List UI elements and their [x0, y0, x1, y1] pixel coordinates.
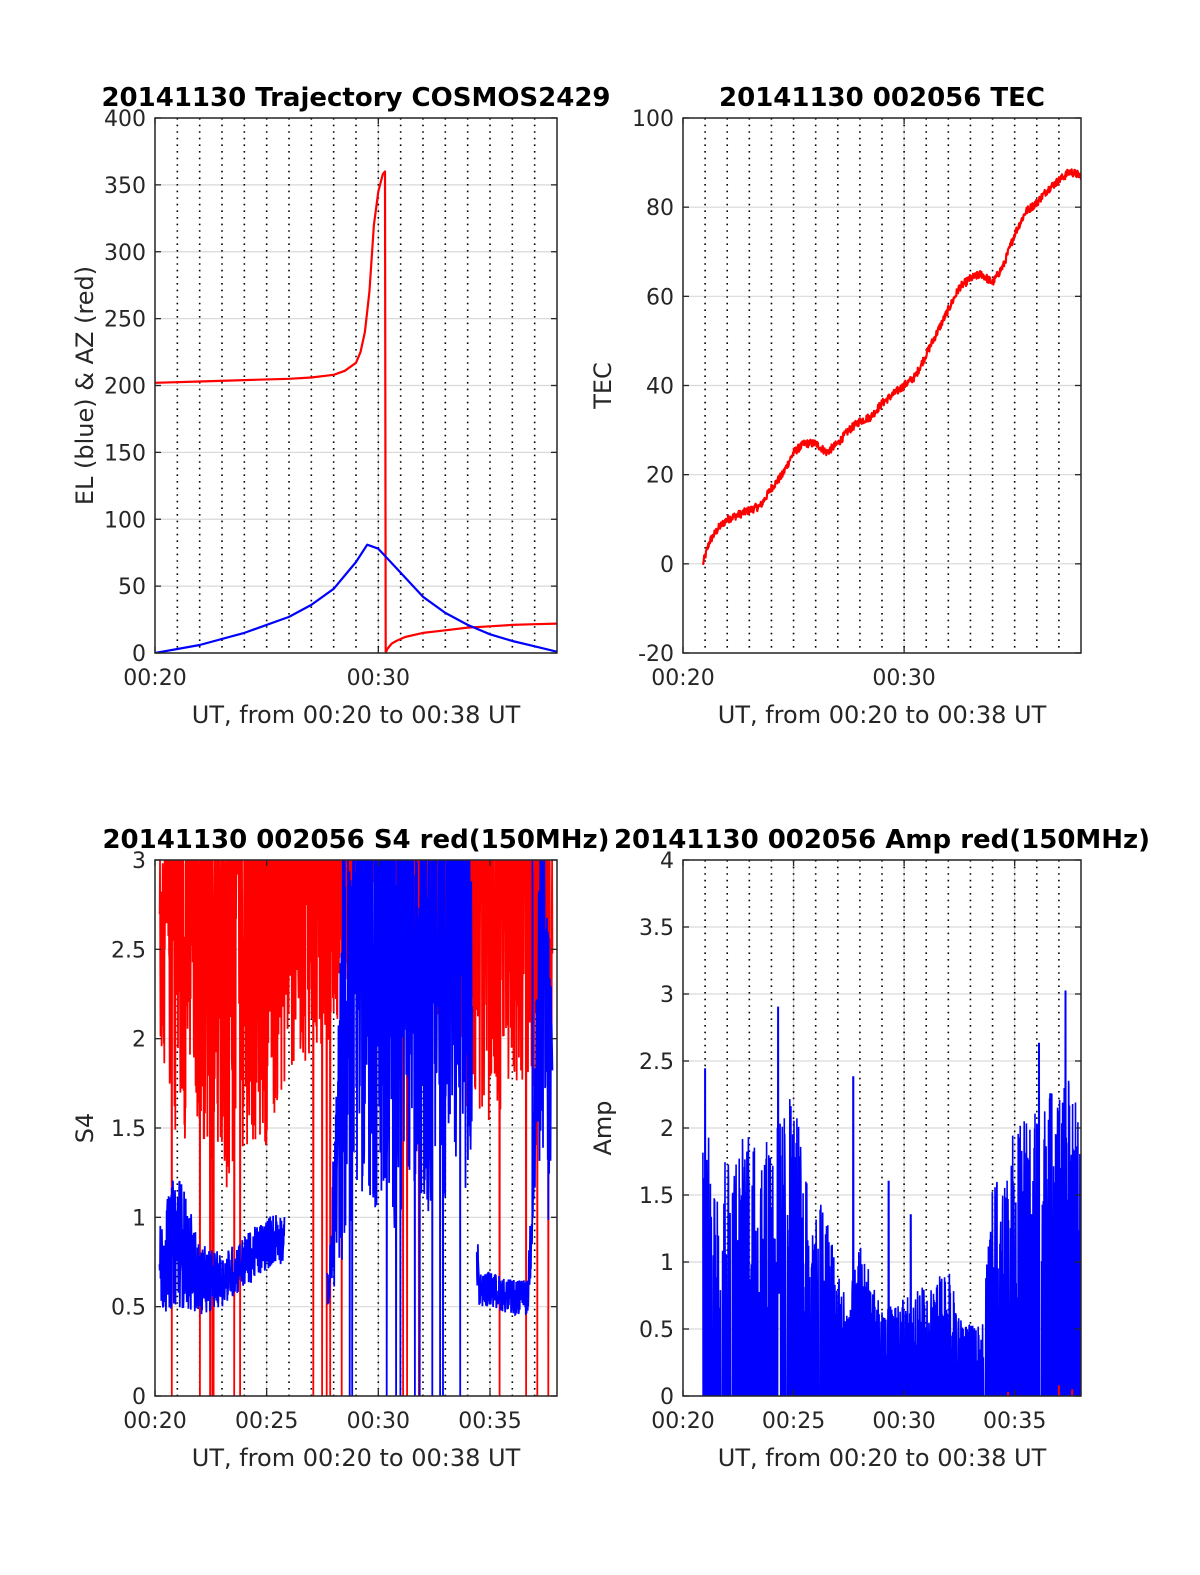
- x-tick-label: 00:35: [983, 1409, 1046, 1434]
- y-tick-label: 300: [104, 241, 146, 266]
- x-tick-label: 00:20: [123, 1409, 186, 1434]
- panel-2: -20 0 20 40 60 80 100 00:20 00:30 UT, from 00:20 …: [589, 83, 1082, 729]
- y-axis-label: Amp: [589, 1100, 617, 1155]
- y-tick-label: 400: [104, 107, 146, 132]
- x-axis-label: UT, from 00:20 to 00:38 UT: [718, 1444, 1047, 1472]
- y-tick-label: 1: [660, 1251, 674, 1276]
- y-tick-label: 250: [104, 308, 146, 333]
- y-tick-label: 0: [132, 642, 146, 667]
- x-tick-label: 00:25: [235, 1409, 298, 1434]
- y-tick-label: 1.5: [639, 1184, 674, 1209]
- y-tick-label: 3: [132, 849, 146, 874]
- x-tick-label: 00:30: [347, 1409, 410, 1434]
- chart-title: 20141130 Trajectory COSMOS2429: [101, 83, 610, 113]
- x-tick-label: 00:35: [458, 1409, 521, 1434]
- y-tick-label: 3.5: [639, 916, 674, 941]
- y-tick-label: 200: [104, 375, 146, 400]
- series-layer: [155, 170, 557, 653]
- y-tick-label: 40: [646, 375, 674, 400]
- y-tick-label: 350: [104, 174, 146, 199]
- x-tick-label: 00:30: [347, 666, 410, 691]
- panel-4: 0 0.5 1 1.5 2 2.5 3 3.5 4 00:20 00:25 00:30 00:35 UT,…: [589, 825, 1150, 1472]
- y-tick-label: 2.5: [639, 1050, 674, 1075]
- chart-title: 20141130 002056 S4 red(150MHz): [102, 825, 609, 855]
- y-tick-label: 80: [646, 196, 674, 221]
- y-tick-label: 2.5: [111, 938, 146, 963]
- series-amp-blue: [702, 990, 1081, 1396]
- y-tick-label: 100: [632, 107, 674, 132]
- x-axis-label: UT, from 00:20 to 00:38 UT: [192, 701, 521, 729]
- y-tick-label: 4: [660, 849, 674, 874]
- y-tick-label: 0: [132, 1385, 146, 1410]
- chart-title: 20141130 002056 Amp red(150MHz): [614, 825, 1150, 855]
- x-tick-label: 00:20: [123, 666, 186, 691]
- y-tick-label: 60: [646, 285, 674, 310]
- y-tick-label: 1: [132, 1206, 146, 1231]
- y-tick-label: 2: [132, 1028, 146, 1053]
- series-layer: [702, 990, 1081, 1396]
- y-tick-label: 100: [104, 508, 146, 533]
- y-tick-label: 20: [646, 464, 674, 489]
- panel-3: 0 0.5 1 1.5 2 2.5 3 00:20 00:25 00:30 00:35 UT, fro…: [71, 825, 610, 1472]
- y-axis-label: EL (blue) & AZ (red): [71, 266, 99, 505]
- series-line-red: [701, 168, 1081, 565]
- y-tick-label: 50: [118, 575, 146, 600]
- series-layer: [158, 860, 554, 1396]
- y-tick-label: 3: [660, 983, 674, 1008]
- x-tick-label: 00:20: [651, 666, 714, 691]
- x-axis-label: UT, from 00:20 to 00:38 UT: [718, 701, 1047, 729]
- series-layer: [701, 168, 1081, 565]
- y-axis-label: TEC: [589, 362, 617, 410]
- x-axis-label: UT, from 00:20 to 00:38 UT: [192, 1444, 521, 1472]
- x-tick-label: 00:25: [762, 1409, 825, 1434]
- y-tick-label: -20: [638, 642, 674, 667]
- x-tick-label: 00:30: [872, 666, 935, 691]
- y-tick-label: 0: [660, 553, 674, 578]
- y-tick-label: 1.5: [111, 1117, 146, 1142]
- x-tick-label: 00:30: [872, 1409, 935, 1434]
- y-tick-label: 2: [660, 1117, 674, 1142]
- y-tick-label: 0: [660, 1385, 674, 1410]
- y-tick-label: 0.5: [639, 1318, 674, 1343]
- x-tick-label: 00:20: [651, 1409, 714, 1434]
- y-tick-label: 150: [104, 441, 146, 466]
- series-noise-blue: [158, 860, 554, 1396]
- chart-title: 20141130 002056 TEC: [719, 83, 1045, 113]
- panel-1: 0 50 100 150 200 250 300 350 400 00:20 00:30 UT, fr…: [71, 83, 611, 729]
- y-axis-label: S4: [71, 1113, 99, 1144]
- y-tick-label: 0.5: [111, 1296, 146, 1321]
- series-line-red: [155, 170, 557, 653]
- series-line-blue: [155, 543, 557, 653]
